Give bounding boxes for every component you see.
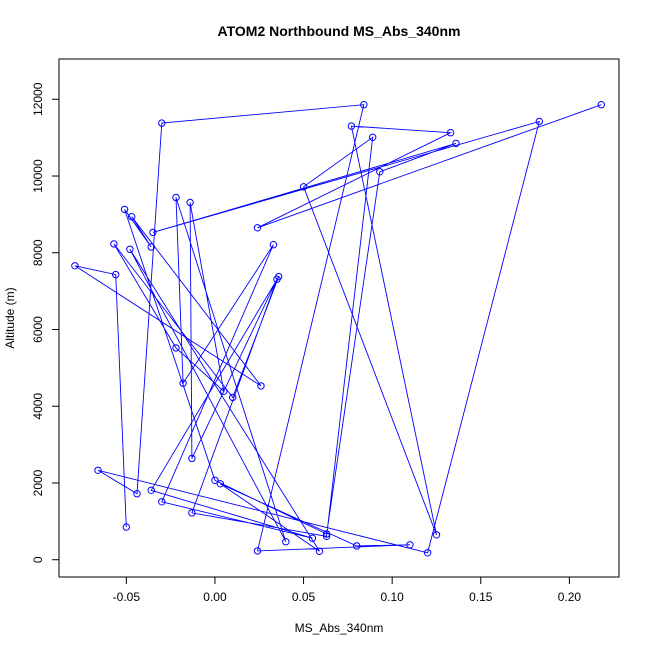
data-point (128, 213, 136, 221)
data-point (110, 240, 118, 248)
data-point (347, 122, 356, 130)
data-point (158, 498, 166, 506)
data-point (315, 547, 324, 555)
chart-title: ATOM2 Northbound MS_Abs_340nm (218, 23, 461, 39)
y-tick-label: 12000 (31, 82, 45, 116)
data-point (423, 549, 432, 557)
y-tick-label: 2000 (31, 469, 45, 496)
x-axis: -0.05 0.00 0.05 0.10 0.15 0.20 (113, 576, 582, 604)
data-point (147, 486, 155, 494)
data-point (269, 241, 278, 249)
data-point (322, 532, 331, 540)
data-point (211, 476, 219, 484)
data-point (446, 129, 455, 137)
data-point (299, 183, 308, 191)
data-point (360, 101, 368, 109)
y-tick-label: 0 (31, 556, 45, 563)
x-axis-label: MS_Abs_340nm (295, 621, 384, 635)
y-axis-label: Altitude (m) (3, 287, 17, 348)
x-tick-label: 0.00 (203, 590, 227, 604)
data-point (188, 509, 196, 517)
data-point (186, 198, 194, 207)
y-tick-label: 10000 (31, 159, 45, 193)
y-tick-label: 6000 (31, 316, 45, 343)
y-axis: 0 2000 4000 6000 8000 10000 12000 (31, 82, 60, 563)
data-point (406, 541, 414, 549)
data-point (253, 547, 262, 555)
data-point (179, 379, 187, 387)
data-point (273, 275, 281, 283)
data-point (308, 534, 317, 542)
data-point (149, 228, 157, 237)
x-tick-label: 0.15 (469, 590, 493, 604)
series-line (74, 104, 602, 554)
data-point (120, 205, 129, 214)
x-tick-label: 0.20 (558, 590, 582, 604)
data-point (94, 466, 102, 474)
y-tick-label: 8000 (31, 239, 45, 266)
data-point (452, 139, 460, 148)
y-tick-label: 4000 (31, 393, 45, 420)
data-point (71, 262, 79, 270)
data-point (282, 538, 290, 546)
data-point (253, 224, 262, 232)
data-point (216, 480, 225, 488)
data-point (126, 245, 134, 254)
data-point (432, 531, 441, 539)
x-tick-label: -0.05 (113, 590, 141, 604)
data-point (147, 243, 155, 251)
data-point (597, 101, 605, 109)
data-point (369, 133, 377, 142)
data-point (376, 168, 384, 176)
data-point (158, 119, 166, 127)
data-point (188, 454, 196, 463)
data-point (112, 270, 120, 279)
data-point (322, 530, 331, 538)
data-point (172, 193, 180, 202)
x-tick-label: 0.05 (292, 590, 316, 604)
data-point (133, 490, 141, 498)
data-point (353, 542, 361, 550)
data-point (535, 117, 543, 126)
data-point (172, 344, 180, 352)
series-layer (71, 101, 605, 557)
data-point (220, 387, 228, 395)
data-point (122, 523, 131, 531)
data-point (229, 393, 237, 402)
x-tick-label: 0.10 (380, 590, 404, 604)
data-point (257, 382, 265, 390)
